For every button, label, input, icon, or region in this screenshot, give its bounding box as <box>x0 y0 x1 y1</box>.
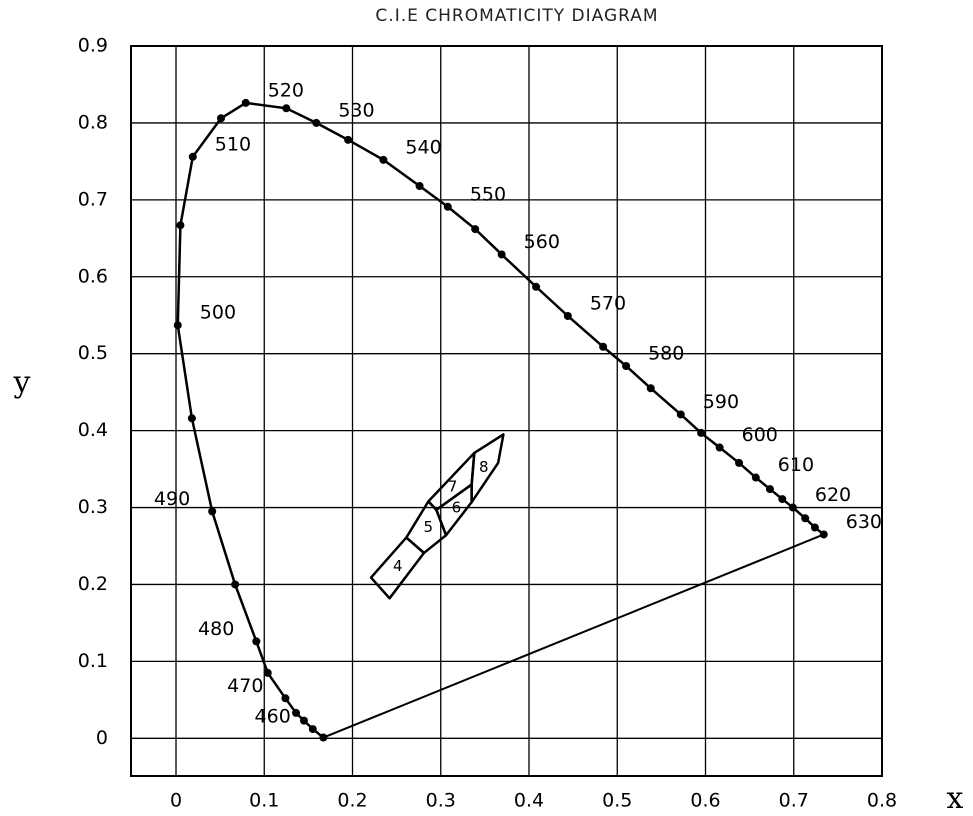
locus-point <box>751 473 760 482</box>
locus-point <box>646 384 655 393</box>
locus-point <box>735 458 744 467</box>
y-tick-label: 0.4 <box>78 419 108 441</box>
wavelength-label: 490 <box>154 488 190 510</box>
y-tick-label: 0 <box>96 727 108 749</box>
locus-point <box>497 250 506 259</box>
region-label: 4 <box>393 557 403 575</box>
locus-point <box>443 202 452 211</box>
x-tick-label: 0.5 <box>602 790 632 812</box>
locus-point <box>173 321 182 330</box>
locus-point <box>241 98 250 107</box>
y-tick-label: 0.7 <box>78 188 108 210</box>
x-tick-label: 0.1 <box>249 790 279 812</box>
locus-point <box>176 221 185 230</box>
locus-point <box>676 410 685 419</box>
locus-point <box>231 580 240 589</box>
locus-point <box>299 716 308 725</box>
locus-point <box>471 225 480 234</box>
locus-point <box>263 668 272 677</box>
region-label: 8 <box>479 458 489 476</box>
locus-point <box>217 114 226 123</box>
locus-point <box>819 530 828 539</box>
purple-line <box>323 533 825 739</box>
wavelength-label: 560 <box>524 231 560 253</box>
locus-point <box>532 282 541 291</box>
chart-title: C.I.E CHROMATICITY DIAGRAM <box>375 6 658 26</box>
wavelength-label: 470 <box>227 675 263 697</box>
locus-point <box>281 694 290 703</box>
locus-point <box>622 362 631 370</box>
wavelength-label: 500 <box>200 302 236 324</box>
y-tick-label: 0.8 <box>78 111 108 133</box>
locus-point <box>187 414 196 423</box>
wavelength-label: 550 <box>470 183 506 205</box>
x-axis-label: x <box>947 781 964 816</box>
locus-point <box>697 428 706 437</box>
y-tick-label: 0.3 <box>78 496 108 518</box>
locus-point <box>563 312 572 320</box>
x-tick-label: 0.6 <box>690 790 720 812</box>
y-tick-label: 0.2 <box>78 573 108 595</box>
locus-point <box>801 514 810 523</box>
x-tick-label: 0.3 <box>426 790 456 812</box>
region-label: 6 <box>452 498 462 516</box>
region-label: 7 <box>448 478 458 496</box>
locus-point <box>415 182 424 190</box>
locus-point <box>765 485 774 494</box>
locus-point <box>379 155 388 164</box>
locus-point <box>292 708 301 717</box>
x-tick-label: 0.8 <box>867 790 897 812</box>
y-tick-label: 0.5 <box>78 342 108 364</box>
locus-point <box>788 503 797 512</box>
region <box>470 433 505 504</box>
wavelength-label: 510 <box>215 133 251 155</box>
y-tick-label: 0.9 <box>78 35 108 57</box>
wavelength-label: 610 <box>778 454 814 476</box>
locus-point <box>252 637 261 646</box>
locus-point <box>319 733 328 742</box>
x-tick-label: 0 <box>170 790 182 812</box>
locus-point <box>599 342 608 351</box>
wavelength-label: 570 <box>590 293 626 315</box>
plot-frame <box>130 45 883 777</box>
wavelength-label: 630 <box>846 511 882 533</box>
x-tick-label: 0.4 <box>514 790 544 812</box>
locus-point <box>810 523 819 532</box>
locus-point <box>344 135 353 144</box>
wavelength-label: 580 <box>648 343 684 365</box>
wavelength-label: 600 <box>742 424 778 446</box>
y-axis-label: y <box>13 365 31 400</box>
wavelength-label: 460 <box>255 706 291 728</box>
y-tick-label: 0.1 <box>78 650 108 672</box>
wavelength-label: 480 <box>198 618 234 640</box>
locus-point <box>188 152 197 161</box>
wavelength-label: 590 <box>703 391 739 413</box>
wavelength-label: 530 <box>338 99 374 121</box>
x-tick-label: 0.7 <box>779 790 809 812</box>
locus-point <box>308 725 317 734</box>
wavelength-label: 520 <box>268 79 304 101</box>
locus-point <box>208 507 217 516</box>
locus-point <box>312 118 321 127</box>
wavelength-label: 620 <box>815 484 851 506</box>
region-label: 5 <box>423 518 433 536</box>
x-tick-label: 0.2 <box>337 790 367 812</box>
locus-point <box>282 104 291 113</box>
locus-point <box>715 443 724 452</box>
y-tick-label: 0.6 <box>78 265 108 287</box>
wavelength-label: 540 <box>405 136 441 158</box>
locus-point <box>778 495 787 504</box>
